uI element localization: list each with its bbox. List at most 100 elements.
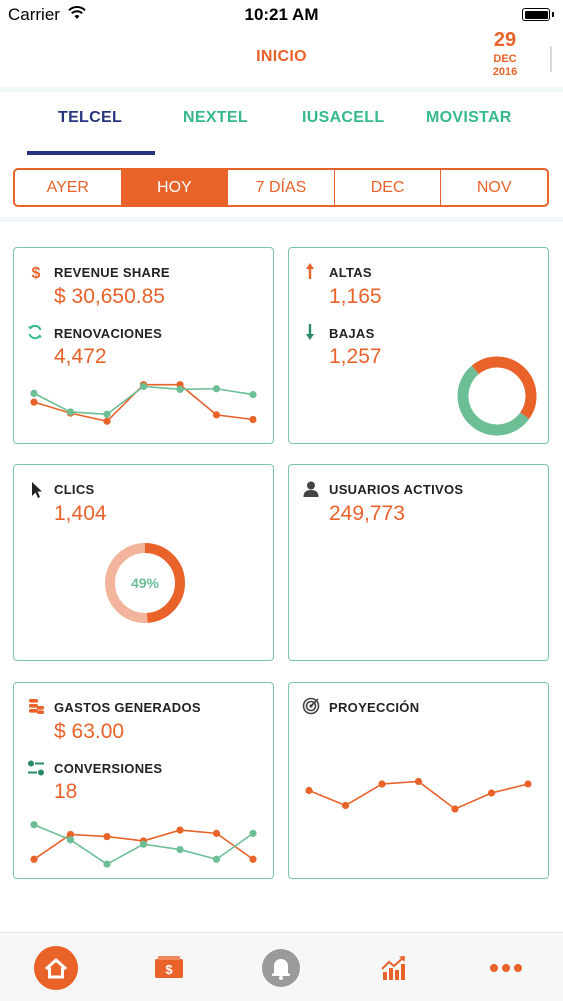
user-icon <box>303 481 319 497</box>
data-point <box>249 415 257 424</box>
gastos-value: $ 63.00 <box>54 720 125 743</box>
target-icon <box>302 697 320 715</box>
tab-nextel[interactable]: NEXTEL <box>183 109 248 126</box>
sliders-icon <box>28 760 44 776</box>
clics-percent: 49% <box>130 575 160 591</box>
data-point <box>139 382 148 391</box>
period-7-dias[interactable]: 7 DÍAS <box>228 170 335 205</box>
data-point <box>139 840 148 848</box>
data-point <box>176 826 184 834</box>
data-point <box>103 417 111 425</box>
renovaciones-value: 4,472 <box>54 345 107 368</box>
data-point <box>66 408 75 416</box>
arrow-down-icon <box>306 324 314 340</box>
period-dec[interactable]: DEC <box>335 170 442 205</box>
bajas-label: BAJAS <box>329 326 375 341</box>
data-point <box>341 801 350 810</box>
data-point <box>103 410 111 418</box>
coins-icon <box>29 699 44 714</box>
card-proyeccion[interactable]: PROYECCIÓN <box>288 682 549 879</box>
date-year: 2016 <box>492 66 518 78</box>
revenue-label: REVENUE SHARE <box>54 265 170 280</box>
refresh-icon <box>28 324 42 340</box>
data-point <box>378 780 386 788</box>
date-day: 29 <box>493 29 517 51</box>
card-altas[interactable]: ALTAS 1,165 BAJAS 1,257 <box>288 247 549 444</box>
bottom-nav: $ <box>0 932 563 1001</box>
conversiones-value: 18 <box>54 780 78 803</box>
header-date[interactable]: 29 DEC 2016 <box>480 30 530 78</box>
wifi-icon <box>68 6 86 19</box>
bell-icon <box>262 949 300 987</box>
series-line-1 <box>33 385 254 416</box>
tab-iusacell[interactable]: IUSACELL <box>302 109 385 126</box>
data-point <box>212 829 221 837</box>
data-point <box>30 389 38 397</box>
series-line-0 <box>33 383 254 423</box>
altas-value: 1,165 <box>329 285 382 308</box>
data-point <box>451 805 459 813</box>
svg-text:$: $ <box>165 962 173 977</box>
divider <box>0 87 563 92</box>
nav-more[interactable] <box>484 946 528 990</box>
renovaciones-label: RENOVACIONES <box>54 326 163 341</box>
carrier-name: Carrier <box>8 5 60 24</box>
data-point <box>524 780 532 788</box>
nav-home[interactable] <box>34 946 78 990</box>
period-selector: AYER HOY 7 DÍAS DEC NOV <box>13 168 549 207</box>
period-hoy[interactable]: HOY <box>121 170 229 205</box>
conversiones-label: CONVERSIONES <box>54 761 163 776</box>
wallet-icon: $ <box>155 956 183 978</box>
page-title: INICIO <box>256 48 307 65</box>
card-clics[interactable]: CLICS 1,404 49% <box>13 464 274 661</box>
data-point <box>66 830 75 839</box>
status-bar: Carrier 10:21 AM <box>0 0 563 30</box>
data-point <box>305 786 313 795</box>
carrier-tabs: TELCEL NEXTEL IUSACELL MOVISTAR <box>0 95 563 153</box>
status-time: 10:21 AM <box>244 5 319 24</box>
data-point <box>212 855 221 863</box>
data-point <box>249 855 257 863</box>
data-point <box>66 836 75 844</box>
nav-wallet[interactable]: $ <box>147 946 191 990</box>
data-point <box>176 845 184 854</box>
card-usuarios[interactable]: USUARIOS ACTIVOS 249,773 <box>288 464 549 661</box>
data-point <box>414 777 423 786</box>
donut-slice-1 <box>105 543 148 623</box>
period-nov[interactable]: NOV <box>476 178 512 196</box>
data-point <box>249 390 257 399</box>
data-point <box>212 411 221 419</box>
clics-donut <box>105 543 185 623</box>
data-point <box>30 398 38 406</box>
divider <box>0 217 563 222</box>
usuarios-value: 249,773 <box>329 502 405 525</box>
data-point <box>30 821 38 829</box>
usuarios-label: USUARIOS ACTIVOS <box>329 482 464 497</box>
donut-slice-0 <box>471 356 537 419</box>
period-ayer[interactable]: AYER <box>15 170 122 205</box>
data-point <box>103 833 111 841</box>
proyeccion-label: PROYECCIÓN <box>329 700 420 715</box>
svg-text:$: $ <box>32 265 41 281</box>
tab-movistar[interactable]: MOVISTAR <box>426 109 512 126</box>
nav-chart[interactable] <box>371 946 415 990</box>
gastos-line-chart <box>30 821 257 868</box>
donut-slice-0 <box>144 543 185 623</box>
card-revenue[interactable]: $ REVENUE SHARE $ 30,650.85 RENOVACIONES… <box>13 247 274 444</box>
data-point <box>176 385 184 393</box>
nav-bell[interactable] <box>259 946 303 990</box>
altas-bajas-donut <box>457 356 537 436</box>
more-icon <box>490 964 522 972</box>
date-month: DEC <box>493 53 517 65</box>
revenue-line-chart <box>30 381 257 425</box>
data-point <box>487 789 496 797</box>
data-point <box>103 860 111 868</box>
data-point <box>30 855 38 863</box>
clics-label: CLICS <box>54 482 95 497</box>
altas-label: ALTAS <box>329 265 372 280</box>
card-gastos[interactable]: GASTOS GENERADOS $ 63.00 CONVERSIONES 18 <box>13 682 274 879</box>
gastos-label: GASTOS GENERADOS <box>54 700 201 715</box>
battery-icon <box>522 8 554 21</box>
tab-telcel[interactable]: TELCEL <box>58 109 123 126</box>
cursor-icon <box>32 482 42 498</box>
